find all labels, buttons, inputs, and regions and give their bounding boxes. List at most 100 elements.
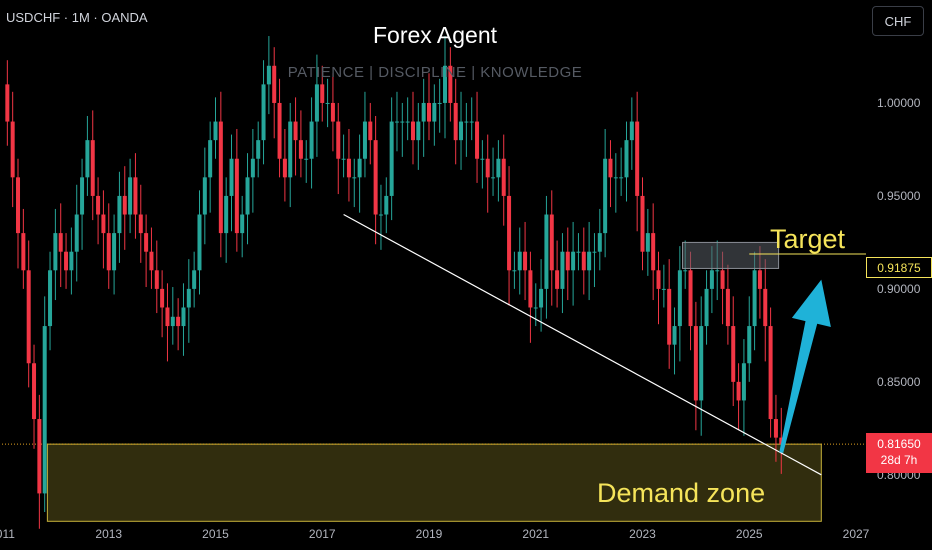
currency-button[interactable]: CHF xyxy=(872,6,924,36)
chart-title: Forex Agent xyxy=(372,22,498,48)
candle-body xyxy=(154,270,159,289)
candle-body xyxy=(661,288,666,290)
candle-body xyxy=(635,121,640,196)
candle-body xyxy=(357,158,362,178)
chart-subtitle: PATIENCE | DISCIPLINE | KNOWLEDGE xyxy=(287,64,583,81)
candle-body xyxy=(394,121,399,123)
candle-body xyxy=(587,251,592,271)
candle-body xyxy=(592,251,597,253)
candle-body xyxy=(389,121,394,196)
x-tick-label: 2025 xyxy=(736,527,763,541)
candle-body xyxy=(90,140,95,196)
y-tick-label: 0.95000 xyxy=(877,189,921,203)
candle-body xyxy=(197,214,202,271)
candle-body xyxy=(69,251,74,271)
candle-body xyxy=(336,121,341,159)
candle-body xyxy=(224,195,229,234)
candle-body xyxy=(704,288,709,327)
candle-body xyxy=(533,307,538,309)
candle-body xyxy=(213,121,218,141)
candle-body xyxy=(773,419,778,438)
candle-body xyxy=(459,121,464,141)
candle-body xyxy=(709,270,714,289)
candle-body xyxy=(507,195,512,271)
target-price-tag: 0.91875 xyxy=(866,257,932,278)
symbol-label: USDCHF · 1M · OANDA xyxy=(6,10,148,25)
candle-body xyxy=(298,140,303,159)
candle-body xyxy=(26,270,31,364)
candle-body xyxy=(651,233,656,271)
candle-body xyxy=(288,121,293,178)
y-tick-label: 0.90000 xyxy=(877,282,921,296)
candle-body xyxy=(16,177,21,234)
candle-body xyxy=(229,158,234,196)
countdown-label: 28d 7h xyxy=(880,453,918,467)
candle-body xyxy=(528,270,533,308)
candle-body xyxy=(683,270,688,272)
candle-body xyxy=(677,270,682,327)
candle-body xyxy=(293,121,298,141)
candle-body xyxy=(128,177,133,215)
candle-body xyxy=(202,177,207,215)
candle-body xyxy=(106,233,111,271)
candle-body xyxy=(352,177,357,179)
x-tick-label: 2013 xyxy=(95,527,122,541)
candle-body xyxy=(112,233,117,271)
candle-body xyxy=(603,158,608,234)
candle-body xyxy=(250,158,255,178)
candle-body xyxy=(491,177,496,179)
candle-body xyxy=(58,233,63,252)
candle-body xyxy=(341,158,346,160)
x-tick-label: 2023 xyxy=(629,527,656,541)
candle-body xyxy=(421,102,426,122)
candle-body xyxy=(37,419,42,494)
candle-body xyxy=(539,288,544,308)
y-tick-label: 1.00000 xyxy=(877,96,921,110)
demand-zone xyxy=(46,443,822,522)
candle-body xyxy=(368,121,373,141)
candle-body xyxy=(160,288,165,308)
candle-body xyxy=(437,102,442,104)
candle-body xyxy=(346,158,351,178)
candle-body xyxy=(736,381,741,401)
candle-body xyxy=(672,326,677,345)
candle-body xyxy=(496,158,501,178)
candle-body xyxy=(517,251,522,271)
x-tick-label: 2019 xyxy=(416,527,443,541)
candle-body xyxy=(619,177,624,179)
candle-body xyxy=(53,233,58,271)
candle-body xyxy=(373,140,378,215)
candle-body xyxy=(768,326,773,420)
current-price-label: 0.81650 xyxy=(877,437,921,451)
candle-body xyxy=(416,121,421,141)
candle-body xyxy=(85,140,90,178)
candle-body xyxy=(101,214,106,234)
candle-body xyxy=(597,233,602,252)
candle-body xyxy=(325,102,330,104)
candle-body xyxy=(549,214,554,271)
x-tick-label: 2021 xyxy=(522,527,549,541)
candle-body xyxy=(165,307,170,327)
candle-body xyxy=(667,288,672,345)
candle-body xyxy=(741,363,746,401)
candle-body xyxy=(747,326,752,364)
candle-body xyxy=(576,251,581,253)
candle-body xyxy=(64,251,69,271)
candle-body xyxy=(645,233,650,252)
trendline xyxy=(343,213,822,476)
candle-body xyxy=(426,102,432,122)
candle-body xyxy=(656,270,661,289)
candle-body xyxy=(181,307,186,327)
candle-body xyxy=(693,326,698,401)
candle-body xyxy=(74,214,79,252)
candle-body xyxy=(485,158,490,178)
candle-body xyxy=(523,251,528,271)
candle-body xyxy=(133,177,138,215)
candle-body xyxy=(410,121,415,141)
candle-body xyxy=(453,102,458,141)
target-zone xyxy=(682,241,780,269)
x-tick-label: 2015 xyxy=(202,527,229,541)
candle-body xyxy=(731,326,736,382)
candle-body xyxy=(720,270,725,289)
